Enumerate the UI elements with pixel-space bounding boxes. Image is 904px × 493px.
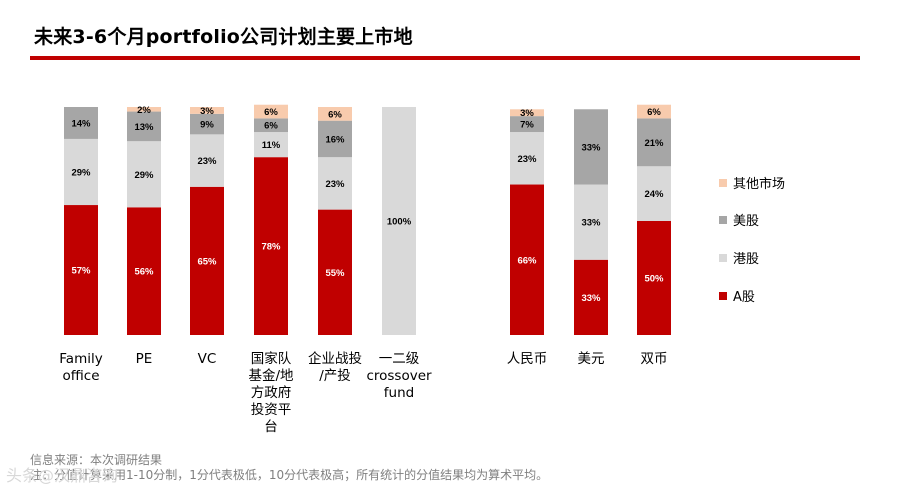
data-label-fund_currency-1-hk-share: 33% [581, 218, 601, 229]
x-tick-label-investor_type-4: 企业战投 [308, 350, 362, 367]
bar-investor_type-3-a-share [254, 157, 288, 335]
x-tick-label-investor_type-3: 投资平 [251, 402, 292, 418]
x-tick-label-investor_type-5: 一二级 [379, 351, 420, 367]
title-underline [30, 56, 860, 60]
x-tick-label-fund_currency-2: 双币 [641, 351, 668, 367]
method-footnote: 注：分值计算采用1-10分制，1分代表极低，10分代表极高；所有统计的分值结果均… [30, 468, 549, 482]
data-label-investor_type-0-us-share: 14% [71, 118, 91, 129]
bar-investor_type-1-hk-share [127, 141, 161, 208]
bar-investor_type-1-a-share [127, 207, 161, 335]
bar-investor_type-0-hk-share [64, 138, 98, 206]
data-label-investor_type-2-us-share: 9% [200, 120, 214, 131]
data-label-investor_type-4-a-share: 55% [325, 268, 345, 279]
bar-investor_type-3-hk-share [254, 132, 288, 158]
bar-investor_type-4-hk-share [318, 157, 352, 210]
x-tick-label-investor_type-0: Family [59, 351, 102, 367]
legend-swatch-other-market [719, 179, 727, 187]
bar-fund_currency-2-us-share [637, 118, 671, 167]
legend-label-a-share: A股 [733, 290, 755, 305]
data-label-fund_currency-0-us-share: 7% [520, 120, 534, 131]
bar-fund_currency-1-hk-share [574, 184, 608, 260]
bar-investor_type-1-other-market [127, 107, 161, 112]
x-tick-label-investor_type-0: office [62, 368, 99, 384]
legend-label-other-market: 其他市场 [733, 176, 785, 192]
x-tick-label-investor_type-5: crossover [366, 368, 432, 384]
bar-investor_type-2-other-market [190, 107, 224, 114]
bar-investor_type-0-a-share [64, 205, 98, 335]
data-label-investor_type-3-a-share: 78% [261, 242, 281, 253]
page-title: 未来3-6个月portfolio公司计划主要上市地 [34, 26, 413, 48]
data-label-investor_type-1-other-market: 2% [137, 105, 151, 116]
bar-investor_type-2-hk-share [190, 134, 224, 187]
x-tick-label-investor_type-3: 基金/地 [248, 367, 294, 384]
bar-fund_currency-2-hk-share [637, 166, 671, 221]
x-tick-label-investor_type-3: 方政府 [251, 385, 292, 401]
x-tick-label-fund_currency-0: 人民币 [507, 351, 548, 367]
x-tick-label-investor_type-4: /产投 [319, 368, 351, 384]
data-label-fund_currency-2-hk-share: 24% [644, 189, 664, 200]
bar-fund_currency-2-other-market [637, 104, 671, 119]
bar-investor_type-4-a-share [318, 209, 352, 335]
bar-fund_currency-1-us-share [574, 109, 608, 185]
bar-fund_currency-2-a-share [637, 221, 671, 335]
data-label-investor_type-3-us-share: 6% [264, 121, 278, 132]
data-label-investor_type-2-other-market: 3% [200, 106, 214, 117]
data-label-investor_type-1-a-share: 56% [134, 267, 154, 278]
data-label-fund_currency-0-a-share: 66% [517, 255, 537, 266]
data-label-investor_type-5-hk-share: 100% [387, 217, 412, 228]
data-label-fund_currency-2-a-share: 50% [644, 274, 664, 285]
data-label-fund_currency-1-us-share: 33% [581, 142, 601, 153]
bar-investor_type-2-a-share [190, 186, 224, 335]
data-label-investor_type-3-hk-share: 11% [262, 140, 281, 151]
x-tick-label-investor_type-5: fund [384, 385, 414, 401]
bar-fund_currency-1-a-share [574, 259, 608, 335]
data-label-investor_type-0-a-share: 57% [71, 266, 91, 277]
bar-fund_currency-0-hk-share [510, 132, 544, 185]
legend-swatch-us-share [719, 216, 727, 224]
legend-label-us-share: 美股 [733, 214, 759, 229]
data-label-fund_currency-0-hk-share: 23% [517, 154, 537, 165]
data-label-investor_type-2-a-share: 65% [197, 256, 217, 267]
data-label-fund_currency-0-other-market: 3% [520, 108, 534, 119]
bar-fund_currency-0-us-share [510, 116, 544, 133]
data-label-investor_type-2-hk-share: 23% [197, 156, 217, 167]
data-label-investor_type-4-other-market: 6% [328, 109, 342, 120]
data-label-fund_currency-2-other-market: 6% [647, 107, 661, 118]
x-tick-label-fund_currency-1: 美元 [578, 351, 605, 367]
data-label-fund_currency-1-a-share: 33% [581, 293, 601, 304]
data-label-investor_type-4-hk-share: 23% [325, 179, 345, 190]
data-label-investor_type-3-other-market: 6% [264, 107, 278, 118]
bar-investor_type-3-other-market [254, 104, 288, 119]
bar-investor_type-2-us-share [190, 113, 224, 135]
x-tick-label-investor_type-2: VC [198, 351, 217, 367]
bar-fund_currency-0-other-market [510, 109, 544, 117]
data-label-fund_currency-2-us-share: 21% [644, 138, 664, 149]
x-tick-label-investor_type-1: PE [136, 351, 153, 367]
bar-investor_type-1-us-share [127, 111, 161, 142]
data-label-investor_type-1-us-share: 13% [134, 122, 154, 133]
bar-investor_type-4-other-market [318, 107, 352, 121]
data-label-investor_type-1-hk-share: 29% [134, 170, 154, 181]
bar-investor_type-3-us-share [254, 118, 288, 133]
legend-swatch-a-share [719, 292, 727, 300]
bar-investor_type-0-us-share [64, 107, 98, 139]
bar-fund_currency-0-a-share [510, 184, 544, 335]
x-tick-label-investor_type-3: 国家队 [251, 350, 292, 367]
data-label-investor_type-0-hk-share: 29% [71, 167, 91, 178]
legend-label-hk-share: 港股 [733, 252, 759, 267]
bar-investor_type-4-us-share [318, 120, 352, 158]
source-footnote: 信息来源：本次调研结果 [30, 453, 163, 467]
bar-investor_type-5-hk-share [382, 107, 416, 335]
legend-swatch-hk-share [719, 254, 727, 262]
x-tick-label-investor_type-3: 台 [264, 419, 278, 435]
data-label-investor_type-4-us-share: 16% [325, 134, 345, 145]
